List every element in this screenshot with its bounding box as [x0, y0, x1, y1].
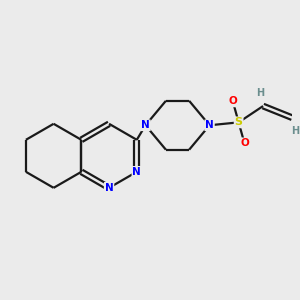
Text: N: N [141, 120, 150, 130]
Text: O: O [228, 96, 237, 106]
Text: H: H [291, 125, 299, 136]
Text: O: O [240, 138, 249, 148]
Text: H: H [256, 88, 264, 98]
Text: S: S [235, 117, 243, 128]
Text: N: N [132, 167, 141, 177]
Text: N: N [205, 120, 214, 130]
Text: N: N [105, 183, 113, 193]
